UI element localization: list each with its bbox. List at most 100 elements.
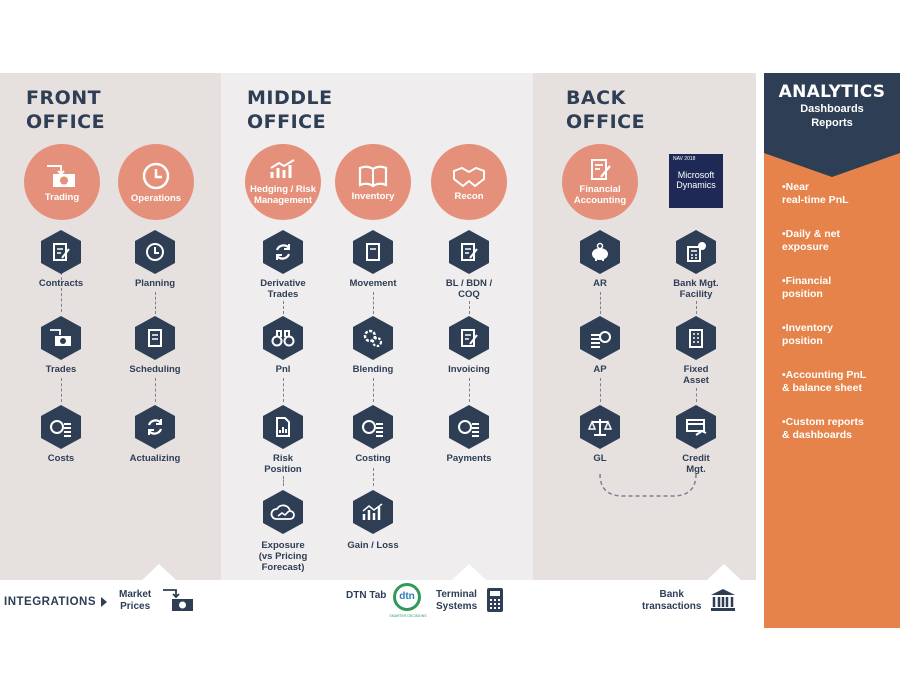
hedging-risk-circle[interactable]: Hedging / Risk Management: [245, 144, 321, 220]
analytics-item: •Financial position: [782, 275, 832, 300]
blending-label: Blending: [352, 364, 394, 375]
front-notch: [142, 564, 176, 580]
book-icon: [366, 243, 380, 261]
fixed-asset-label: Fixed Asset: [683, 364, 709, 386]
middle-office-title: MIDDLE OFFICE: [247, 87, 333, 133]
costing-node[interactable]: [353, 405, 393, 449]
bl-bdn-coq-label: BL / BDN / COQ: [445, 278, 493, 300]
analytics-item: •Daily & net exposure: [782, 228, 840, 253]
back-notch: [707, 564, 741, 580]
movement-label: Movement: [349, 278, 397, 289]
calculator-icon: [487, 588, 503, 612]
dynamics-name: Microsoft Dynamics: [676, 170, 716, 190]
credit-mgt-node[interactable]: [676, 405, 716, 449]
bank-mgt-facility-label: Bank Mgt. Facility: [673, 278, 719, 300]
operations-circle[interactable]: Operations: [118, 144, 194, 220]
bank-mgt-facility-node[interactable]: [676, 230, 716, 274]
gain-loss-label: Gain / Loss: [347, 540, 399, 551]
nav-version: NAV 2018: [673, 156, 696, 162]
exposure-label: Exposure (vs Pricing Forecast): [258, 540, 308, 573]
trading-label: Trading: [44, 191, 80, 203]
ap-node[interactable]: [580, 316, 620, 360]
clock-icon: [142, 162, 170, 189]
front-office-panel: [0, 73, 221, 580]
connector: [373, 468, 374, 486]
contracts-label: Contracts: [38, 278, 84, 289]
hedging-risk-label: Hedging / Risk Management: [250, 184, 316, 206]
report-chart-icon: [276, 417, 290, 437]
integrations-label: INTEGRATIONS: [4, 596, 97, 608]
risk-position-label: Risk Position: [264, 453, 302, 475]
analytics-panel: ANALYTICS Dashboards Reports •Near real-…: [764, 73, 900, 628]
analytics-item: •Inventory position: [782, 322, 833, 347]
bank-icon: [711, 589, 735, 611]
financial-accounting-circle[interactable]: Financial Accounting: [562, 144, 638, 220]
cash-transfer-icon: [163, 589, 193, 611]
connector: [373, 292, 374, 314]
blending-node[interactable]: [353, 316, 393, 360]
calculator-money-icon: [687, 242, 706, 262]
scales-icon: [588, 419, 612, 436]
operations-label: Operations: [130, 192, 182, 204]
planner-icon: [148, 329, 162, 347]
building-icon: [689, 329, 703, 348]
document-pen-icon: [53, 243, 70, 261]
costs-label: Costs: [47, 453, 75, 464]
play-arrow-icon: [101, 597, 107, 607]
connector: [469, 301, 470, 314]
actualizing-label: Actualizing: [129, 453, 181, 464]
inventory-circle[interactable]: Inventory: [335, 144, 411, 220]
document-pen-icon: [591, 159, 611, 180]
market-prices-label[interactable]: Market Prices: [119, 589, 152, 612]
ap-label: AP: [593, 364, 607, 375]
pnl-node[interactable]: [263, 316, 303, 360]
credit-mgt-label: Credit Mgt.: [682, 453, 710, 475]
piggy-bank-icon: [592, 242, 608, 261]
connector: [600, 378, 601, 402]
document-pen-icon: [461, 243, 478, 261]
credit-card-hand-icon: [686, 419, 707, 436]
analytics-header-tip: [764, 153, 900, 177]
payments-label: Payments: [446, 453, 492, 464]
inventory-label: Inventory: [351, 190, 395, 202]
costs-node[interactable]: [41, 405, 81, 449]
scheduling-label: Scheduling: [129, 364, 181, 375]
microsoft-dynamics-logo: NAV 2018 Microsoft Dynamics: [669, 154, 723, 208]
chart-up-icon: [270, 159, 295, 178]
analytics-dashboards: Dashboards: [800, 103, 864, 115]
gl-label: GL: [593, 453, 607, 464]
terminal-systems-label[interactable]: Terminal Systems: [436, 589, 478, 612]
coins-icon: [50, 420, 71, 437]
refresh-icon: [275, 244, 291, 260]
invoicing-label: Invoicing: [448, 364, 490, 375]
analytics-item: •Near real-time PnL: [782, 181, 849, 206]
risk-position-node[interactable]: [263, 405, 303, 449]
back-office-title: BACK OFFICE: [566, 87, 646, 133]
connector: [600, 292, 601, 314]
recon-circle[interactable]: Recon: [431, 144, 507, 220]
recon-label: Recon: [454, 190, 484, 202]
fixed-asset-node[interactable]: [676, 316, 716, 360]
payments-node[interactable]: [449, 405, 489, 449]
invoicing-node[interactable]: [449, 316, 489, 360]
scheduling-node[interactable]: [135, 316, 175, 360]
dtn-logo: dtn: [393, 583, 421, 611]
connector: [155, 378, 156, 402]
connector: [61, 272, 62, 312]
analytics-header: ANALYTICS Dashboards Reports: [764, 73, 900, 153]
connector: [61, 378, 62, 402]
trading-circle[interactable]: Trading: [24, 144, 100, 220]
connector: [283, 301, 284, 314]
trades-node[interactable]: [41, 316, 81, 360]
dtn-tab-label[interactable]: DTN Tab: [346, 590, 387, 601]
bank-transactions-label[interactable]: Bank transactions: [642, 589, 702, 612]
binoculars-icon: [271, 330, 295, 347]
planning-label: Planning: [134, 278, 176, 289]
gl-node[interactable]: [580, 405, 620, 449]
connector: [469, 378, 470, 402]
actualizing-node[interactable]: [135, 405, 175, 449]
ar-label: AR: [593, 278, 607, 289]
ar-node[interactable]: [580, 230, 620, 274]
middle-notch: [452, 564, 486, 580]
cash-transfer-icon: [50, 329, 71, 346]
